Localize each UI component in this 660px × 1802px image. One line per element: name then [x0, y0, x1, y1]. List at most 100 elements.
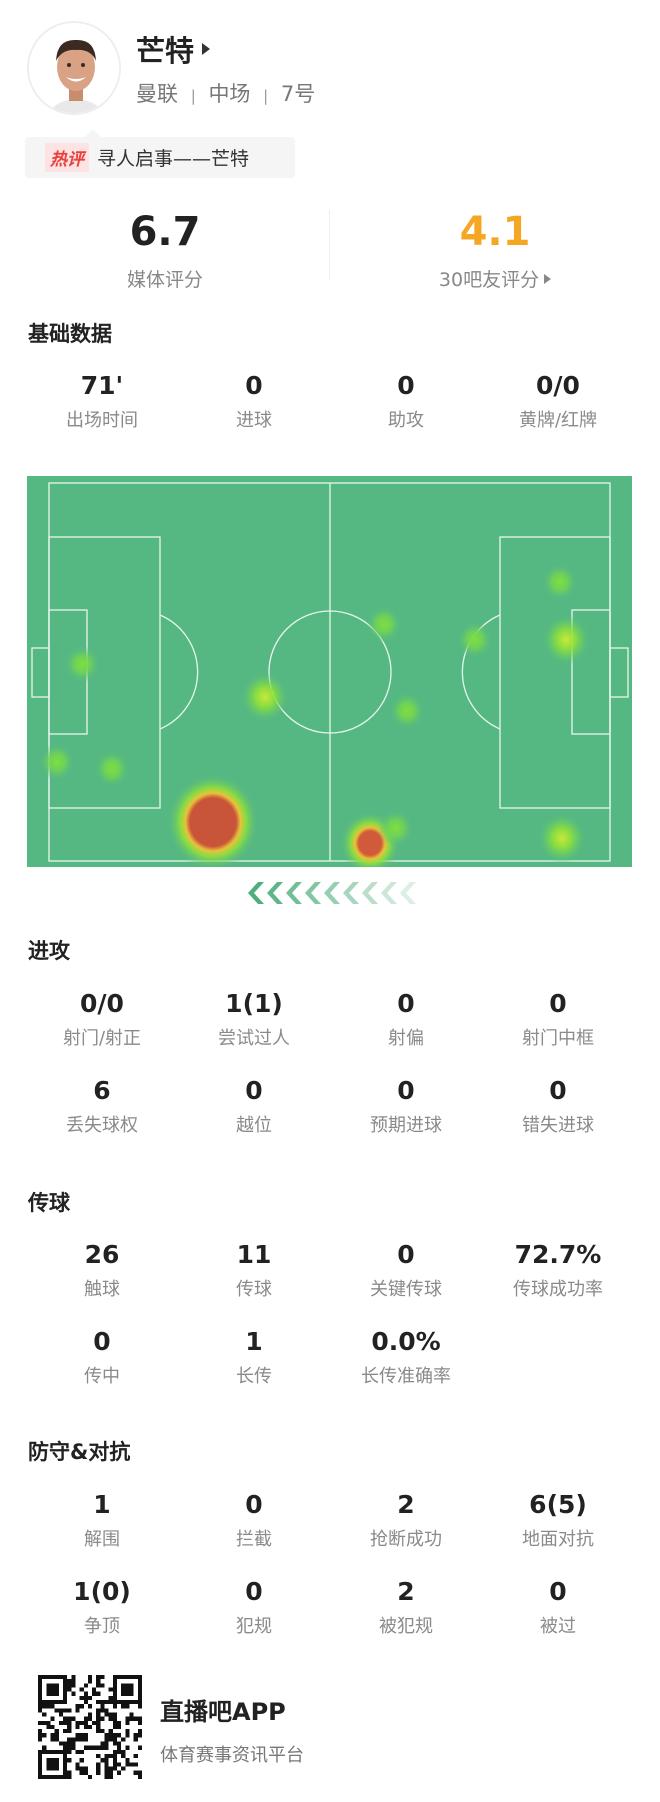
- separator: |: [263, 87, 269, 105]
- stat-value: 71': [80, 371, 124, 400]
- stat-item: 0 拦截: [178, 1490, 330, 1577]
- stat-item: 2 被犯规: [330, 1577, 482, 1664]
- stat-item: 0 关键传球: [330, 1240, 482, 1327]
- stat-label: 传球: [236, 1279, 272, 1300]
- stat-label: 被过: [540, 1616, 576, 1637]
- stat-value: 0/0: [80, 989, 124, 1018]
- chevron-left-icon: [343, 882, 359, 904]
- fan-rating-label: 30吧友评分: [438, 269, 540, 291]
- player-avatar[interactable]: [27, 21, 121, 115]
- caret-right-icon: [544, 273, 552, 284]
- stat-value: 72.7%: [514, 1240, 602, 1269]
- stat-value: 1(1): [225, 989, 283, 1018]
- player-photo-icon: [29, 23, 119, 113]
- player-position: 中场: [208, 82, 251, 106]
- stat-label: 传中: [84, 1366, 120, 1387]
- hot-comment[interactable]: 热评 寻人启事——芒特: [25, 129, 295, 178]
- chevron-left-icon: [286, 882, 302, 904]
- section-title-defense: 防守&对抗: [28, 1440, 131, 1464]
- player-info: 曼联 | 中场 | 7号: [136, 78, 315, 108]
- stat-value: 11: [236, 1240, 272, 1269]
- stat-label: 出场时间: [66, 410, 138, 431]
- stat-value: 0: [245, 1490, 263, 1519]
- stat-item: 0 射偏: [330, 989, 482, 1076]
- stat-label: 黄牌/红牌: [518, 410, 598, 431]
- stat-item: 0 助攻: [330, 371, 482, 458]
- stat-label: 拦截: [236, 1529, 272, 1550]
- right-goal: [609, 647, 629, 698]
- stat-label: 错失进球: [522, 1115, 594, 1136]
- stat-value: 0: [549, 989, 567, 1018]
- chevron-left-icon: [305, 882, 321, 904]
- heatmap-spot: [388, 692, 425, 730]
- heatmap-spot: [537, 813, 586, 864]
- stat-value: 0: [245, 1577, 263, 1606]
- stat-label: 关键传球: [370, 1279, 442, 1300]
- stat-label: 越位: [236, 1115, 272, 1136]
- chevron-left-icon: [362, 882, 378, 904]
- stat-label: 射门中框: [522, 1028, 594, 1049]
- defense-stats: 1 解围 0 拦截 2 抢断成功 6(5) 地面对抗 1(0) 争顶 0 犯规 2 被犯规 0 被过: [26, 1490, 634, 1664]
- stat-item: 26 触球: [26, 1240, 178, 1327]
- stat-label: 解围: [84, 1529, 120, 1550]
- stat-item: 0 预期进球: [330, 1076, 482, 1163]
- stat-value: 0: [245, 1076, 263, 1105]
- stat-value: 6(5): [529, 1490, 587, 1519]
- stat-value: 0: [549, 1076, 567, 1105]
- fan-rating-value: 4.1: [459, 209, 531, 255]
- separator: |: [190, 87, 196, 105]
- section-title-attack: 进攻: [28, 939, 70, 963]
- section-title-passing: 传球: [28, 1191, 70, 1215]
- stat-value: 0: [549, 1577, 567, 1606]
- stat-item: 0 被过: [482, 1577, 634, 1664]
- stat-value: 1: [245, 1327, 263, 1356]
- stat-value: 26: [84, 1240, 120, 1269]
- stat-item: 1 长传: [178, 1327, 330, 1414]
- heatmap-spot: [167, 773, 260, 867]
- player-name: 芒特: [136, 34, 195, 68]
- chevron-left-icon: [248, 882, 264, 904]
- qr-code-icon: [38, 1675, 142, 1779]
- stat-value: 0: [397, 1240, 415, 1269]
- stat-item: 0 进球: [178, 371, 330, 458]
- stat-label: 争顶: [84, 1616, 120, 1637]
- stat-item: 0/0 射门/射正: [26, 989, 178, 1076]
- heatmap-spot: [94, 749, 131, 788]
- player-name-link[interactable]: 芒特: [136, 28, 211, 70]
- stat-item: 72.7% 传球成功率: [482, 1240, 634, 1327]
- stat-item: 6 丢失球权: [26, 1076, 178, 1163]
- app-name: 直播吧APP: [160, 1698, 286, 1726]
- stat-value: 0.0%: [371, 1327, 441, 1356]
- hot-comment-badge: 热评: [45, 143, 89, 172]
- stat-value: 2: [397, 1577, 415, 1606]
- stat-item: 0/0 黄牌/红牌: [482, 371, 634, 458]
- stat-item: 1(1) 尝试过人: [178, 989, 330, 1076]
- stat-item: 71' 出场时间: [26, 371, 178, 458]
- stat-label: 传球成功率: [513, 1279, 603, 1300]
- app-tagline: 体育赛事资讯平台: [160, 1745, 304, 1766]
- heatmap-spot: [365, 605, 402, 644]
- heatmap-spot: [39, 743, 76, 781]
- stat-label: 抢断成功: [370, 1529, 442, 1550]
- stat-label: 助攻: [388, 410, 424, 431]
- stat-label: 射偏: [388, 1028, 424, 1049]
- heatmap-spot: [456, 620, 493, 659]
- rating-divider: [329, 210, 330, 280]
- stat-item: 0 传中: [26, 1327, 178, 1414]
- heatmap-spot: [542, 614, 591, 665]
- fan-rating[interactable]: 4.1 30吧友评分: [330, 209, 660, 292]
- chevron-left-icon: [267, 882, 283, 904]
- heatmap-pitch: [27, 476, 632, 867]
- stat-value: 0: [397, 1076, 415, 1105]
- chevron-left-icon: [400, 882, 416, 904]
- stat-value: 2: [397, 1490, 415, 1519]
- stat-label: 进球: [236, 410, 272, 431]
- stat-label: 触球: [84, 1279, 120, 1300]
- left-penalty-arc: [159, 614, 199, 730]
- hot-comment-text: 寻人启事——芒特: [97, 148, 250, 170]
- stat-label: 射门/射正: [62, 1028, 142, 1049]
- stat-label: 长传准确率: [361, 1366, 451, 1387]
- centre-circle: [268, 610, 392, 734]
- media-rating-value: 6.7: [129, 209, 201, 255]
- stat-value: 0: [397, 371, 415, 400]
